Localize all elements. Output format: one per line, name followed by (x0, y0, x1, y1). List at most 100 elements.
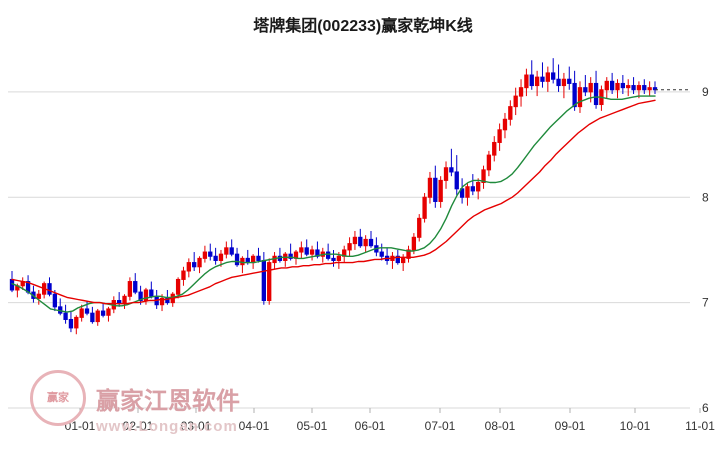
candle-body (556, 78, 561, 87)
candle-body (529, 74, 534, 87)
candle-body (149, 289, 154, 297)
candle-body (631, 85, 636, 91)
candle-body (567, 78, 572, 84)
candle-series (9, 58, 658, 335)
candle-body (476, 182, 481, 192)
candle-body (165, 297, 170, 304)
candle-body (524, 74, 529, 89)
candle-body (36, 293, 41, 299)
candle-body (411, 236, 417, 251)
candle-body (609, 80, 615, 91)
candle-body (642, 85, 647, 91)
candle-body (481, 169, 486, 184)
x-axis-tick-label: 06-01 (355, 419, 386, 433)
candle-body (52, 293, 58, 308)
candle-body (588, 82, 593, 93)
candle-body (336, 255, 342, 261)
candle-body (63, 312, 68, 320)
candle-body (454, 171, 459, 190)
candle-body (309, 249, 315, 255)
candle-body (122, 295, 127, 304)
candle-body (133, 281, 138, 293)
candle-body (486, 154, 492, 171)
candle-body (593, 82, 599, 106)
x-axis-tick-label: 09-01 (555, 419, 586, 433)
candle-body (47, 283, 52, 295)
candle-body (240, 257, 245, 266)
candle-body (79, 308, 84, 318)
x-axis-tick-label: 10-01 (620, 419, 651, 433)
candle-body (261, 259, 267, 302)
candle-body (443, 167, 449, 181)
x-axis-tick-label: 08-01 (485, 419, 516, 433)
candle-body (583, 87, 588, 93)
x-axis-tick-label: 07-01 (425, 419, 456, 433)
candle-body (229, 247, 234, 255)
candle-body (577, 87, 583, 108)
candle-body (551, 72, 556, 80)
candle-body (68, 318, 74, 329)
candle-body (256, 255, 261, 261)
candle-body (438, 179, 443, 202)
candle-body (572, 82, 577, 108)
candle-body (213, 255, 218, 261)
candle-body (84, 308, 90, 314)
y-axis-tick-label: 9 (702, 85, 709, 99)
candle-body (615, 82, 620, 91)
candle-body (304, 247, 309, 255)
x-axis-tick-label: 05-01 (297, 419, 328, 433)
candle-body (363, 238, 368, 247)
candle-body (181, 270, 186, 280)
candle-body (117, 300, 122, 304)
candle-body (534, 76, 540, 87)
candle-body (106, 308, 111, 316)
candle-body (379, 251, 384, 257)
x-axis-tick-label: 04-01 (239, 419, 270, 433)
candle-body (138, 291, 143, 302)
candle-body (224, 247, 229, 255)
candle-body (449, 167, 454, 173)
candle-body (352, 236, 358, 245)
y-axis-tick-label: 8 (702, 190, 709, 204)
y-axis-tick-label: 7 (702, 296, 709, 310)
x-axis-tick-label: 11-01 (685, 419, 715, 433)
candle-body (459, 188, 465, 198)
candle-body (502, 118, 508, 131)
candle-body (159, 297, 165, 306)
candle-body (100, 310, 106, 316)
candle-body (545, 72, 550, 82)
candle-body (250, 255, 256, 264)
candle-body (197, 257, 202, 268)
candle-body (267, 262, 272, 302)
candle-body (400, 257, 406, 264)
candle-body (417, 217, 422, 238)
candle-body (395, 255, 400, 264)
candle-body (422, 196, 427, 219)
candle-body (604, 80, 609, 91)
candle-body (288, 253, 293, 259)
candle-body (513, 95, 518, 108)
candle-body (433, 177, 438, 202)
candle-body (406, 249, 411, 259)
candle-body (347, 243, 352, 251)
candle-body (368, 238, 374, 247)
candle-body (492, 141, 497, 156)
x-axis-tick-label: 03-01 (181, 419, 212, 433)
candle-body (620, 82, 626, 89)
y-axis-tick-label: 6 (702, 401, 709, 415)
candle-body (540, 76, 545, 82)
candle-body (358, 236, 363, 247)
candle-body (95, 310, 100, 323)
candle-body (561, 78, 567, 87)
candle-body (325, 251, 331, 259)
candle-body (218, 253, 224, 261)
ma-line-long (11, 99, 656, 305)
candle-body (470, 186, 475, 192)
candle-body (234, 253, 240, 266)
ma-line-short (11, 95, 656, 313)
candle-body (508, 106, 513, 120)
candle-body (90, 312, 95, 323)
candle-body (202, 251, 208, 259)
